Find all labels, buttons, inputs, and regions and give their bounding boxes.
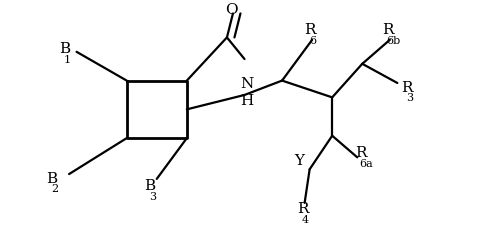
- Text: R: R: [401, 81, 413, 95]
- Text: R: R: [297, 202, 308, 216]
- Text: 1: 1: [64, 55, 71, 65]
- Text: 6: 6: [309, 36, 316, 46]
- Text: 6a: 6a: [359, 159, 373, 169]
- Text: B: B: [46, 172, 57, 186]
- Text: R: R: [355, 147, 366, 160]
- Text: Y: Y: [295, 154, 304, 168]
- Text: R: R: [383, 23, 394, 37]
- Text: R: R: [304, 23, 316, 37]
- Text: 4: 4: [301, 215, 308, 225]
- Text: 3: 3: [406, 93, 413, 103]
- Text: 2: 2: [51, 184, 58, 195]
- Text: 3: 3: [149, 192, 156, 202]
- Text: O: O: [225, 3, 237, 17]
- Text: B: B: [59, 42, 70, 56]
- Text: H: H: [240, 94, 254, 108]
- Text: N: N: [240, 77, 254, 91]
- Text: 6b: 6b: [387, 36, 401, 46]
- Text: B: B: [144, 179, 155, 193]
